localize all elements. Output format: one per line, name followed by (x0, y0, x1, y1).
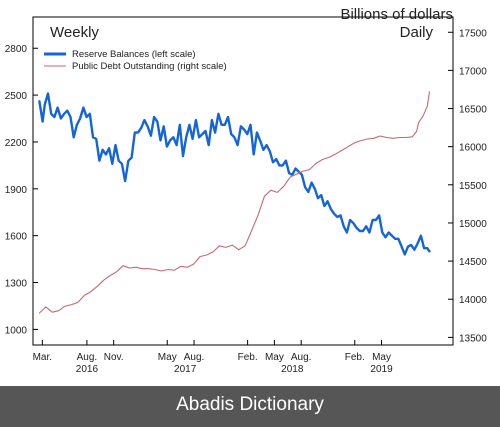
chart-background (0, 0, 500, 386)
x-month-label: Feb. (345, 352, 365, 363)
left-header: Weekly (50, 24, 99, 41)
right-tick-label: 15500 (459, 181, 487, 192)
x-month-label: Mar. (33, 352, 52, 363)
footer-text: Abadis Dictionary (176, 394, 324, 415)
left-tick-label: 1900 (5, 185, 28, 196)
left-tick-label: 2500 (5, 91, 28, 102)
chart-canvas: Weekly Billions of dollars Daily Reserve… (0, 0, 500, 386)
right-tick-label: 17000 (459, 66, 487, 77)
right-tick-label: 14500 (459, 257, 487, 268)
x-month-label: Aug. (77, 352, 98, 363)
x-axis: Mar. Aug. Nov. May Aug. Feb. May Aug. Feb. May201… (33, 340, 393, 375)
left-tick-label: 2200 (5, 138, 28, 149)
footer-bar: Abadis Dictionary (0, 386, 500, 427)
right-tick-label: 16000 (459, 143, 487, 154)
left-tick-label: 1300 (5, 279, 28, 290)
x-year-label: 2018 (281, 364, 304, 375)
right-tick-label: 14000 (459, 295, 487, 306)
right-tick-label: 16500 (459, 105, 487, 116)
right-axis: 13500 14000 14500 15000 15500 16000 16500 17000… (448, 28, 487, 344)
left-tick-label: 1000 (5, 325, 28, 336)
x-month-label: May (265, 352, 284, 363)
x-month-label: Aug. (291, 352, 312, 363)
x-year-label: 2016 (76, 364, 99, 375)
x-month-label: Nov. (104, 352, 124, 363)
left-tick-label: 1600 (5, 232, 28, 243)
x-month-label: May (158, 352, 177, 363)
right-header-units: Billions of dollars (340, 6, 453, 23)
series-line-reserve-balances (38, 92, 431, 256)
legend-label-debt: Public Debt Outstanding (right scale) (72, 61, 227, 72)
x-year-label: 2017 (174, 364, 197, 375)
x-month-label: May (372, 352, 391, 363)
plot-border (32, 16, 454, 346)
left-axis: 1000 1300 1600 1900 2200 2500 2800 (5, 44, 38, 336)
left-tick-label: 2800 (5, 44, 28, 55)
right-tick-label: 17500 (459, 28, 487, 39)
series-layer (38, 91, 431, 314)
legend: Reserve Balances (left scale) Public Deb… (44, 49, 227, 72)
right-tick-label: 13500 (459, 333, 487, 344)
x-month-label: Feb. (238, 352, 258, 363)
series-line-public-debt (38, 91, 430, 314)
right-header-frequency: Daily (400, 24, 434, 41)
right-tick-label: 15000 (459, 219, 487, 230)
x-month-label: Aug. (184, 352, 205, 363)
x-year-label: 2019 (370, 364, 393, 375)
legend-label-reserve: Reserve Balances (left scale) (72, 49, 196, 60)
